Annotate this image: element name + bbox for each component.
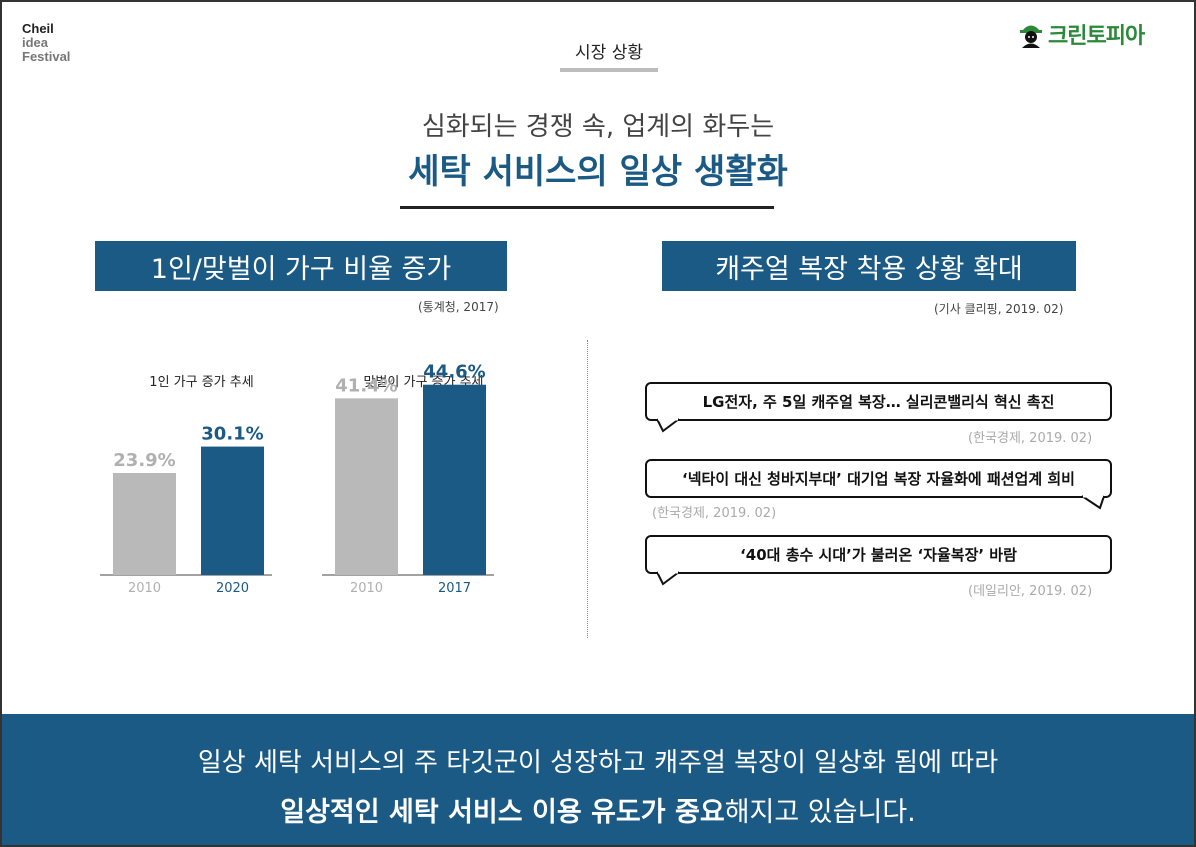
x-tick-label-1-2010: 2010 [128,581,161,596]
bar-2-2017 [423,384,486,575]
bubble-tail-1 [656,417,680,433]
article-citation-2: (한국경제, 2019. 02) [652,506,777,521]
cleantopia-logo: 크린토피아 [1018,18,1145,50]
footer-line-2-rest: 해지고 있습니다. [724,797,916,828]
article-bubble-3: ‘40대 총수 시대’가 불러온 ‘자율복장’ 바람 [645,535,1112,574]
section-tag: 시장 상황 [575,43,643,63]
bar-value-label-1-2010: 23.9% [113,450,175,471]
footer-emphasis: 일상적인 세탁 서비스 이용 유도가 중요 [280,797,725,828]
bar-value-label-1-2020: 30.1% [201,424,263,445]
bar-value-label-2-2010: 41.4% [335,375,397,396]
panel-divider [587,340,588,638]
cheil-brand: Cheil idea Festival [22,22,70,64]
left-panel-title: 1인/맞벌이 가구 비율 증가 [95,241,507,291]
worker-helmet-icon [1020,25,1042,48]
bubble-tail-3 [656,570,680,586]
footer-banner: 일상 세탁 서비스의 주 타깃군이 성장하고 캐주얼 복장이 일상화 됨에 따라… [2,714,1194,845]
footer-line-1: 일상 세탁 서비스의 주 타깃군이 성장하고 캐주얼 복장이 일상화 됨에 따라 [197,748,999,778]
bar-2-2010 [335,398,398,575]
logo-text: 크린토피아 [1048,24,1145,49]
bar-1-2010 [113,473,176,575]
article-bubble-2: ‘넥타이 대신 청바지부대’ 대기업 복장 자율화에 패션업계 희비 [645,459,1112,498]
bar-1-2020 [201,446,264,575]
x-tick-label-2-2017: 2017 [438,581,471,596]
article-headline-1: LG전자, 주 5일 캐주얼 복장… 실리콘밸리식 혁신 촉진 [702,393,1055,411]
section-tag-underline [560,68,658,72]
x-tick-label-2-2010: 2010 [350,581,383,596]
article-headline-3: ‘40대 총수 시대’가 불러온 ‘자율복장’ 바람 [740,546,1017,564]
brand-line-1: Cheil [22,21,54,36]
right-panel-source: (기사 클리핑, 2019. 02) [934,302,1064,316]
headline-rule [400,206,774,209]
article-citation-3: (데일리안, 2019. 02) [968,584,1093,599]
left-panel-source: (통계청, 2017) [418,300,499,314]
chart-title-1: 1인 가구 증가 추세 [149,375,253,390]
brand-line-3: Festival [22,49,71,64]
bar-value-label-2-2017: 44.6% [423,362,485,383]
x-tick-label-1-2020: 2020 [216,581,249,596]
bubble-tail-2 [1081,494,1105,510]
subtitle: 심화되는 경쟁 속, 업계의 화두는 [421,112,775,142]
article-bubble-1: LG전자, 주 5일 캐주얼 복장… 실리콘밸리식 혁신 촉진 [645,382,1112,421]
right-panel-title: 캐주얼 복장 착용 상황 확대 [662,241,1076,291]
article-headline-2: ‘넥타이 대신 청바지부대’ 대기업 복장 자율화에 패션업계 희비 [682,470,1075,488]
footer-line-2: 일상적인 세탁 서비스 이용 유도가 중요해지고 있습니다. [2,790,1194,829]
article-citation-1: (한국경제, 2019. 02) [968,431,1093,446]
brand-line-2: idea [22,35,49,50]
headline: 세탁 서비스의 일상 생활화 [408,152,788,192]
